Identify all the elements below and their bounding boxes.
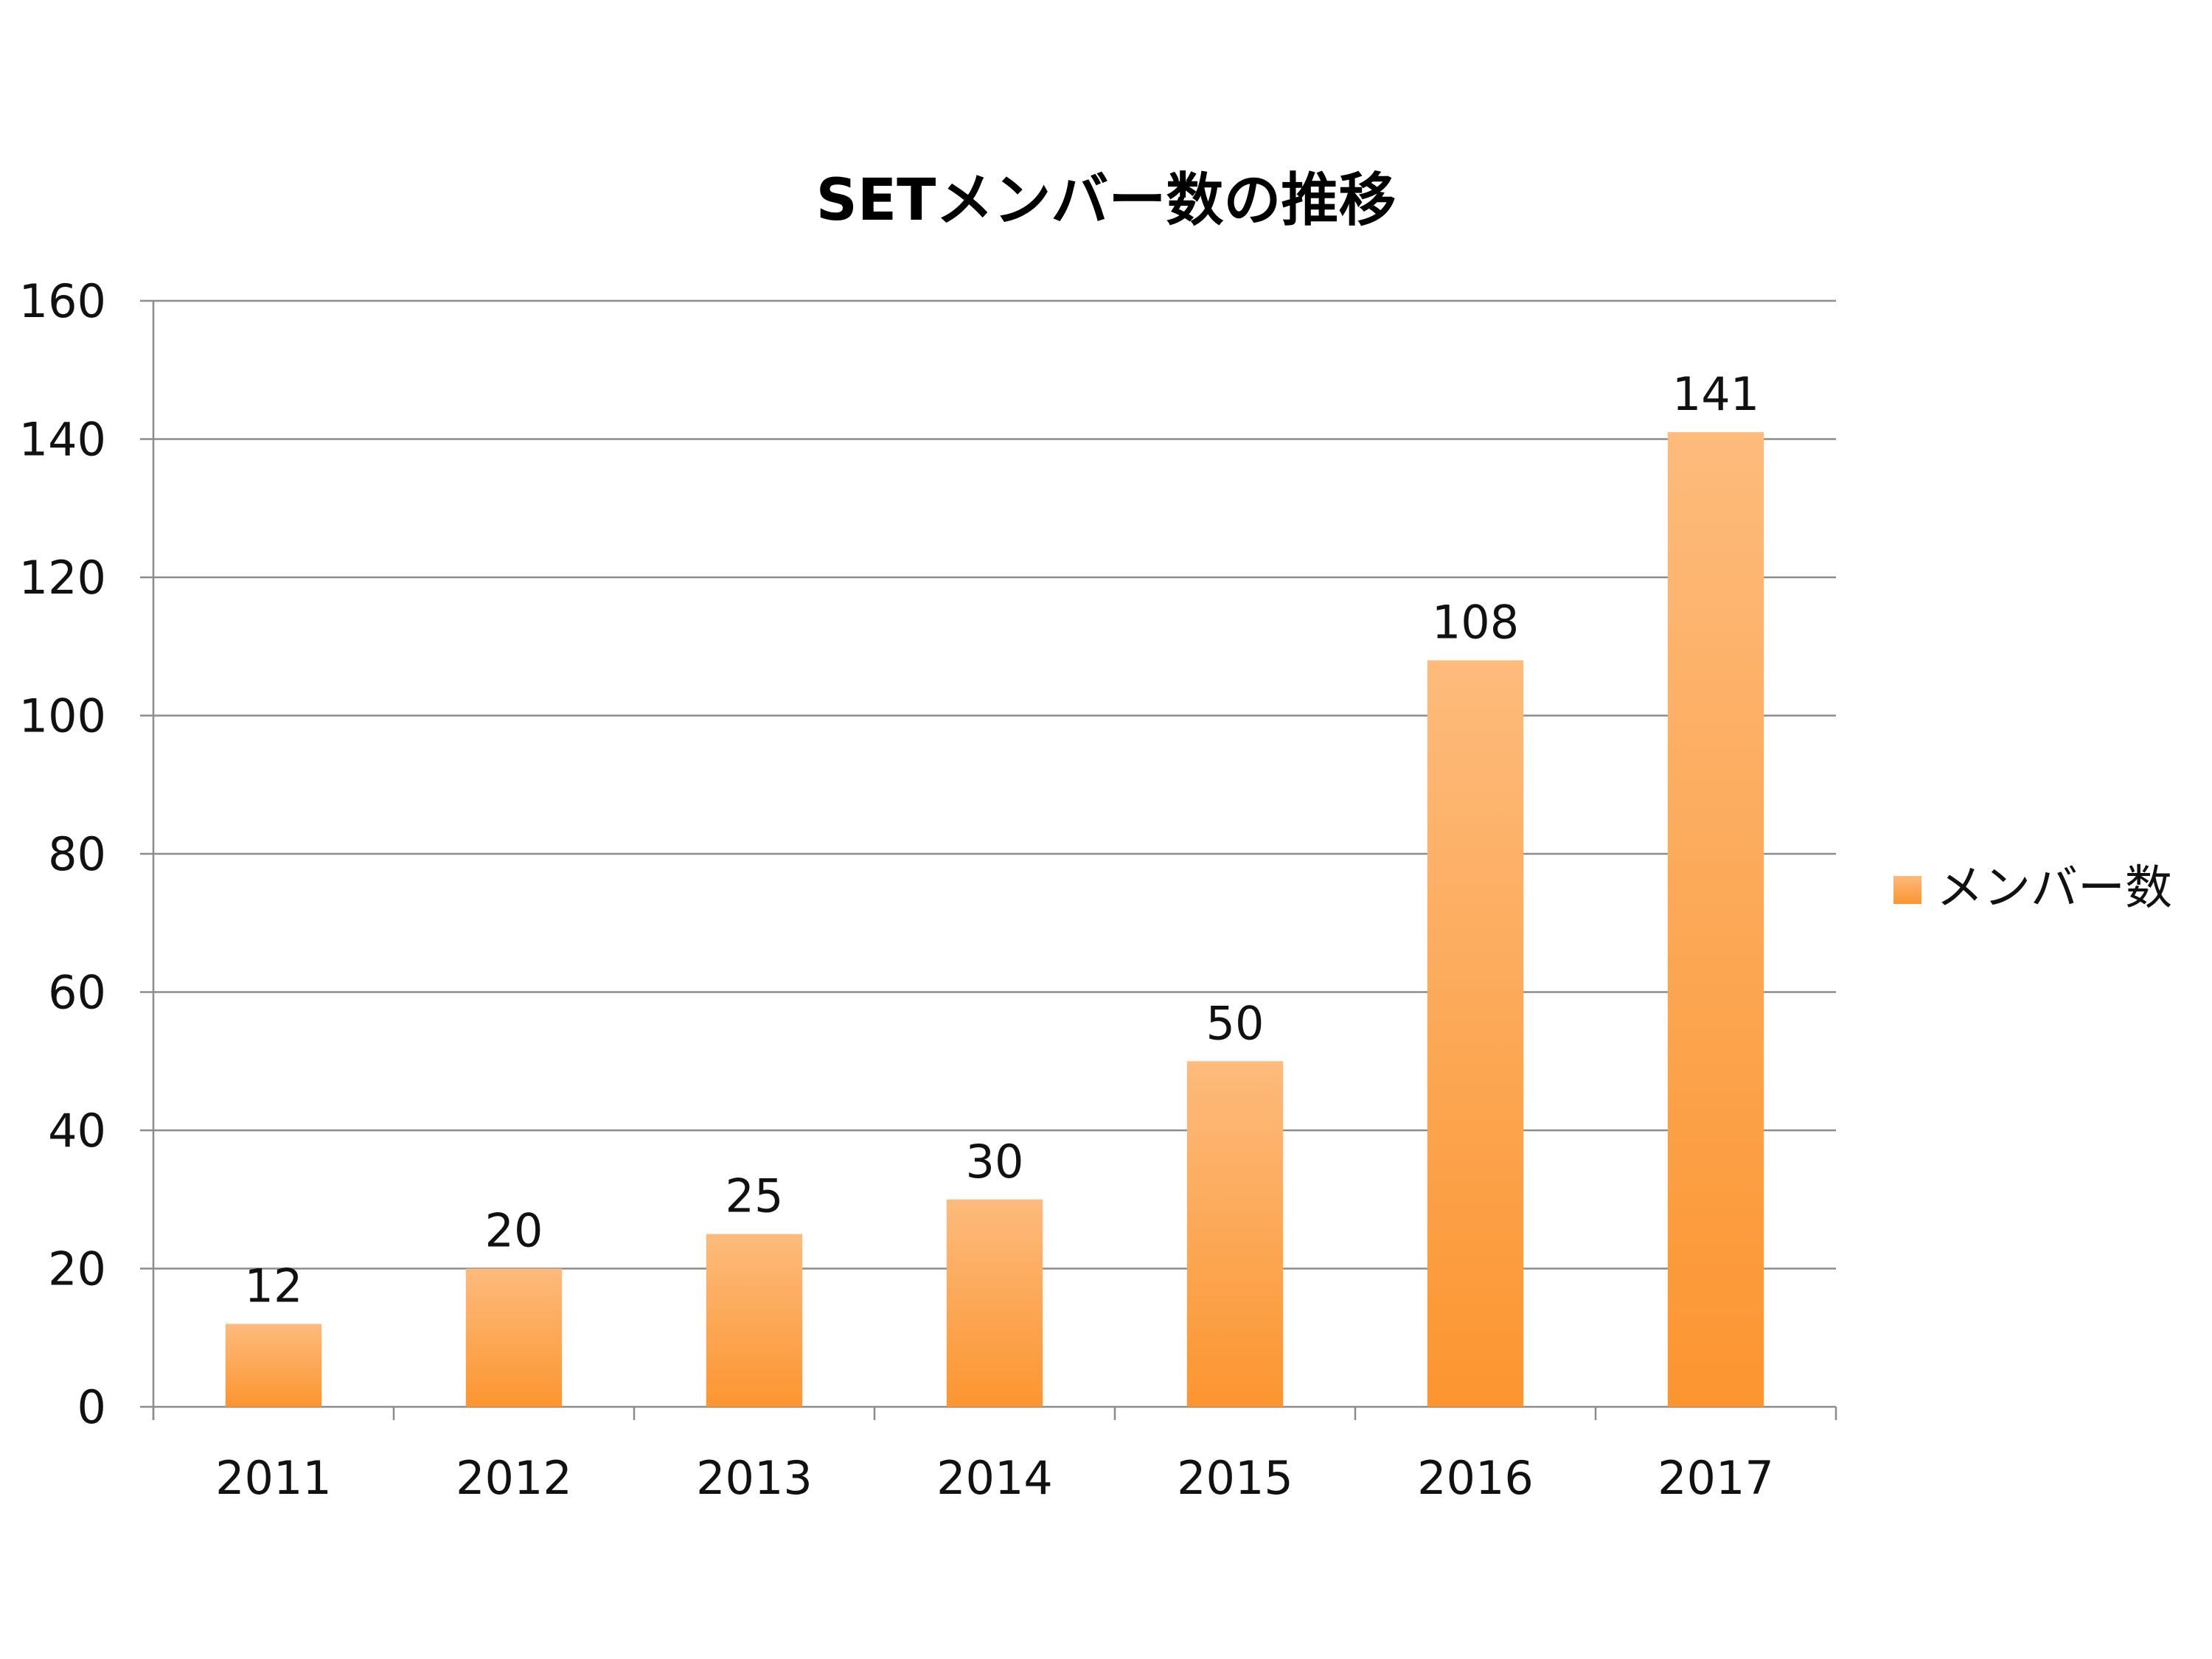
y-tick-label: 160 bbox=[19, 274, 106, 328]
bar bbox=[946, 1199, 1043, 1407]
bar bbox=[1427, 660, 1524, 1407]
x-tick-label: 2013 bbox=[696, 1451, 813, 1505]
data-label: 20 bbox=[485, 1204, 543, 1258]
legend-swatch bbox=[1893, 876, 1921, 904]
data-label: 108 bbox=[1432, 596, 1519, 650]
x-tick-label: 2016 bbox=[1417, 1451, 1534, 1505]
data-label: 30 bbox=[966, 1135, 1024, 1189]
x-tick-label: 2015 bbox=[1177, 1451, 1293, 1505]
legend-label: メンバー数 bbox=[1936, 861, 2172, 916]
bar bbox=[1667, 432, 1764, 1407]
x-tick-label: 2017 bbox=[1658, 1451, 1774, 1505]
y-tick-label: 140 bbox=[19, 413, 106, 467]
y-tick-label: 100 bbox=[19, 689, 106, 743]
y-tick-label: 120 bbox=[19, 551, 106, 605]
data-label: 141 bbox=[1672, 367, 1759, 421]
chart-title: SETメンバー数の推移 bbox=[816, 167, 1397, 234]
data-label: 25 bbox=[726, 1169, 784, 1223]
legend: メンバー数 bbox=[1893, 861, 2172, 916]
x-tick-label: 2014 bbox=[936, 1451, 1053, 1505]
bar bbox=[1186, 1061, 1284, 1407]
y-tick-label: 60 bbox=[48, 966, 106, 1020]
y-tick-label: 80 bbox=[48, 827, 106, 881]
data-label: 12 bbox=[245, 1259, 303, 1313]
y-tick-label: 40 bbox=[48, 1104, 106, 1158]
bar bbox=[225, 1324, 322, 1407]
x-tick-label: 2011 bbox=[215, 1451, 332, 1505]
data-label: 50 bbox=[1206, 996, 1265, 1050]
labels: 12 2011 20 2012 25 2013 30 2014 50 2015 108 2016 141… bbox=[215, 367, 1774, 1505]
axes: 0 20 40 60 80 100 120 140 160 bbox=[19, 274, 1837, 1434]
bars bbox=[225, 432, 1764, 1407]
y-tick-label: 20 bbox=[48, 1242, 106, 1296]
gridlines bbox=[153, 299, 1836, 1270]
bar bbox=[706, 1234, 803, 1407]
x-tick-label: 2012 bbox=[456, 1451, 572, 1505]
y-tick-label: 0 bbox=[77, 1380, 106, 1434]
bar bbox=[465, 1268, 563, 1407]
